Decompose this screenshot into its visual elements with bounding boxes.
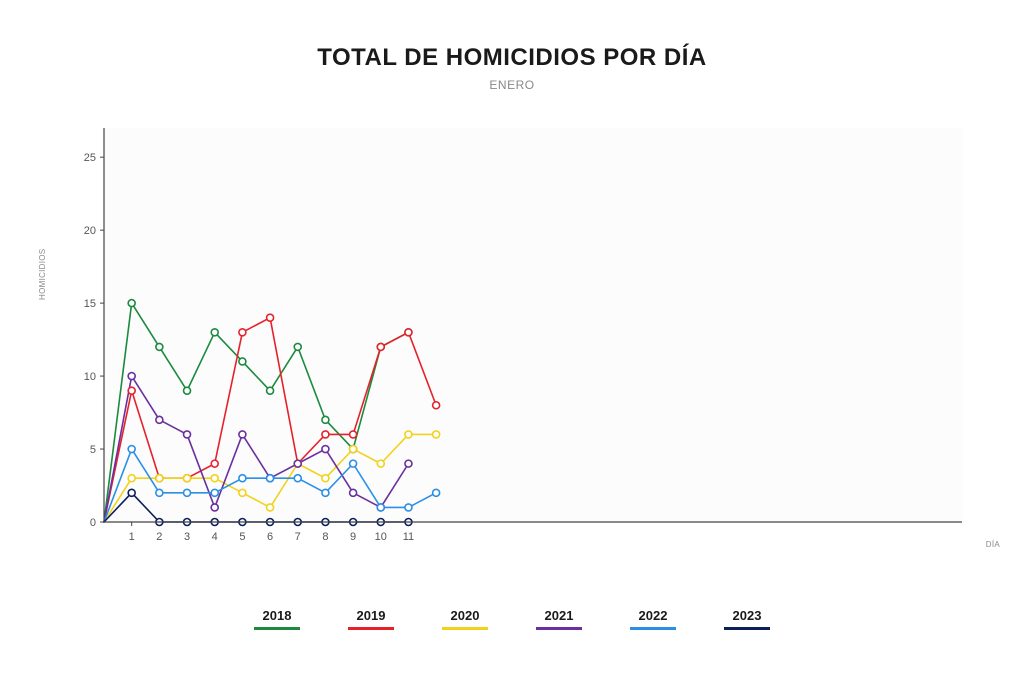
y-tick-label: 25 xyxy=(84,152,96,164)
series-marker-2020 xyxy=(405,431,412,438)
series-marker-2019 xyxy=(128,387,135,394)
legend-swatch xyxy=(536,627,582,630)
legend-item-2018: 2018 xyxy=(254,608,300,630)
x-axis-title: DÍA xyxy=(986,540,1000,549)
series-marker-2018 xyxy=(267,387,274,394)
series-marker-2020 xyxy=(433,431,440,438)
plot-background xyxy=(104,128,962,522)
series-marker-2020 xyxy=(211,475,218,482)
series-marker-2022 xyxy=(433,489,440,496)
series-marker-2022 xyxy=(128,446,135,453)
series-marker-2021 xyxy=(294,460,301,467)
series-marker-2021 xyxy=(322,446,329,453)
series-marker-2020 xyxy=(350,446,357,453)
chart-container: TOTAL DE HOMICIDIOS POR DÍA ENERO HOMICI… xyxy=(0,0,1024,690)
y-tick-label: 0 xyxy=(90,517,96,529)
series-marker-2019 xyxy=(377,343,384,350)
series-marker-2022 xyxy=(322,489,329,496)
series-marker-2022 xyxy=(405,504,412,511)
series-marker-2023 xyxy=(128,489,135,496)
x-tick-label: 5 xyxy=(239,531,245,543)
x-tick-label: 7 xyxy=(295,531,301,543)
legend-label: 2022 xyxy=(639,608,668,623)
series-marker-2018 xyxy=(239,358,246,365)
legend-label: 2020 xyxy=(451,608,480,623)
legend-item-2019: 2019 xyxy=(348,608,394,630)
x-tick-label: 9 xyxy=(350,531,356,543)
legend-swatch xyxy=(442,627,488,630)
series-marker-2020 xyxy=(156,475,163,482)
series-marker-2020 xyxy=(377,460,384,467)
x-tick-label: 10 xyxy=(375,531,387,543)
chart-legend: 2018 2019 2020 2021 2022 2023 xyxy=(0,608,1024,630)
series-marker-2018 xyxy=(128,300,135,307)
series-marker-2022 xyxy=(350,460,357,467)
series-marker-2019 xyxy=(433,402,440,409)
legend-swatch xyxy=(348,627,394,630)
x-tick-label: 3 xyxy=(184,531,190,543)
legend-label: 2018 xyxy=(263,608,292,623)
legend-item-2023: 2023 xyxy=(724,608,770,630)
y-tick-label: 15 xyxy=(84,298,96,310)
x-tick-label: 8 xyxy=(322,531,328,543)
x-tick-label: 6 xyxy=(267,531,273,543)
series-marker-2020 xyxy=(239,489,246,496)
y-tick-label: 20 xyxy=(84,225,96,237)
x-tick-label: 11 xyxy=(403,531,414,543)
series-marker-2019 xyxy=(211,460,218,467)
series-marker-2018 xyxy=(322,416,329,423)
chart-title: TOTAL DE HOMICIDIOS POR DÍA xyxy=(0,44,1024,72)
series-marker-2021 xyxy=(184,431,191,438)
series-marker-2021 xyxy=(350,489,357,496)
series-marker-2018 xyxy=(184,387,191,394)
series-marker-2020 xyxy=(322,475,329,482)
series-marker-2018 xyxy=(211,329,218,336)
y-axis-title: HOMICIDIOS xyxy=(38,249,47,300)
x-tick-label: 1 xyxy=(129,531,135,543)
series-marker-2019 xyxy=(239,329,246,336)
chart-svg: 0 5 10 15 20 25 1 2 3 4 5 6 7 8 9 10 11 xyxy=(70,120,970,550)
series-marker-2019 xyxy=(350,431,357,438)
legend-swatch xyxy=(630,627,676,630)
series-marker-2018 xyxy=(156,343,163,350)
y-tick-label: 5 xyxy=(90,444,96,456)
legend-item-2022: 2022 xyxy=(630,608,676,630)
series-marker-2020 xyxy=(267,504,274,511)
legend-item-2020: 2020 xyxy=(442,608,488,630)
legend-item-2021: 2021 xyxy=(536,608,582,630)
x-tick-label: 2 xyxy=(156,531,162,543)
series-marker-2019 xyxy=(322,431,329,438)
series-marker-2019 xyxy=(267,314,274,321)
series-marker-2022 xyxy=(239,475,246,482)
legend-swatch xyxy=(254,627,300,630)
series-marker-2021 xyxy=(405,460,412,467)
chart-plot-area: 0 5 10 15 20 25 1 2 3 4 5 6 7 8 9 10 11 xyxy=(70,120,970,550)
legend-label: 2021 xyxy=(545,608,574,623)
series-marker-2021 xyxy=(156,416,163,423)
legend-label: 2019 xyxy=(357,608,386,623)
legend-label: 2023 xyxy=(733,608,762,623)
y-tick-label: 10 xyxy=(84,371,96,383)
series-marker-2021 xyxy=(239,431,246,438)
series-marker-2022 xyxy=(267,475,274,482)
series-marker-2022 xyxy=(294,475,301,482)
series-marker-2022 xyxy=(184,489,191,496)
series-marker-2021 xyxy=(128,373,135,380)
series-marker-2022 xyxy=(156,489,163,496)
series-marker-2019 xyxy=(405,329,412,336)
x-tick-label: 4 xyxy=(212,531,218,543)
chart-subtitle: ENERO xyxy=(0,78,1024,92)
series-marker-2022 xyxy=(377,504,384,511)
series-marker-2018 xyxy=(294,343,301,350)
series-marker-2022 xyxy=(211,489,218,496)
series-marker-2020 xyxy=(128,475,135,482)
series-marker-2021 xyxy=(211,504,218,511)
legend-swatch xyxy=(724,627,770,630)
series-marker-2020 xyxy=(184,475,191,482)
